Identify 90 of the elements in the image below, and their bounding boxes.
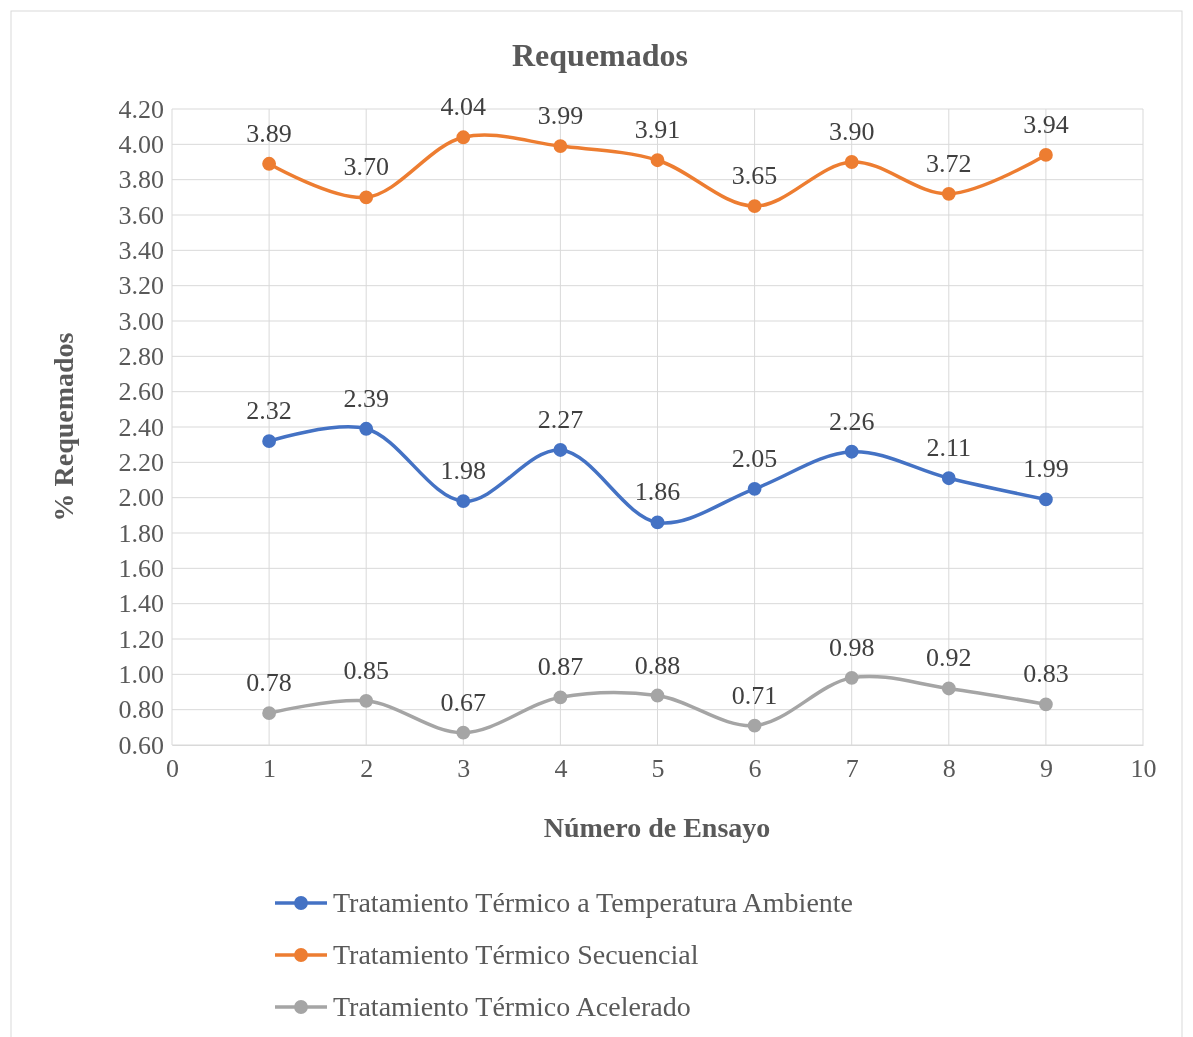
y-axis-title: % Requemados <box>48 332 79 522</box>
data-label: 0.85 <box>343 655 389 685</box>
data-label: 3.91 <box>634 115 681 145</box>
point <box>941 471 956 486</box>
y-tick-label: 2.00 <box>118 483 164 513</box>
x-tick-label: 9 <box>1039 754 1053 784</box>
x-tick-label: 7 <box>845 754 859 784</box>
x-tick-label: 4 <box>554 754 568 784</box>
x-tick-label: 6 <box>748 754 762 784</box>
y-tick-label: 1.40 <box>118 589 164 619</box>
data-label: 4.04 <box>440 92 487 122</box>
point <box>747 199 762 214</box>
point <box>553 443 568 457</box>
point <box>650 515 665 530</box>
data-label: 2.27 <box>537 404 584 434</box>
point <box>456 494 471 509</box>
y-tick-label: 1.60 <box>118 554 164 584</box>
legend-label: Tratamiento Térmico Acelerado <box>333 991 691 1022</box>
data-label: 3.72 <box>926 148 972 178</box>
point <box>456 130 471 145</box>
data-label: 2.32 <box>246 396 292 426</box>
x-tick-label: 10 <box>1130 754 1157 784</box>
point <box>1038 148 1053 162</box>
data-label: 0.78 <box>246 668 292 698</box>
y-tick-label: 3.00 <box>118 306 164 336</box>
point <box>650 153 665 168</box>
data-label: 3.90 <box>828 117 875 146</box>
data-label: 1.86 <box>634 477 681 507</box>
data-label: 0.92 <box>926 643 972 673</box>
x-tick-label: 3 <box>457 754 471 784</box>
x-tick-label: 1 <box>263 754 277 784</box>
y-tick-label: 3.40 <box>118 236 164 266</box>
data-label: 3.99 <box>537 101 584 131</box>
y-tick-label: 0.60 <box>118 730 164 760</box>
point <box>456 725 471 740</box>
x-axis-title: Número de Ensayo <box>543 812 771 843</box>
data-label: 0.67 <box>440 687 487 717</box>
data-label: 3.89 <box>246 118 292 148</box>
point <box>747 718 762 733</box>
point <box>359 421 374 436</box>
data-label: 0.83 <box>1023 659 1069 689</box>
data-label: 2.26 <box>828 406 875 436</box>
y-tick-label: 1.20 <box>118 624 164 654</box>
point <box>359 693 374 708</box>
y-tick-label: 0.80 <box>118 695 164 725</box>
point <box>844 155 859 169</box>
data-label: 3.70 <box>343 152 389 182</box>
y-tick-label: 2.20 <box>118 448 164 478</box>
point <box>262 434 277 449</box>
data-label: 0.71 <box>731 680 778 710</box>
y-tick-label: 2.60 <box>118 377 164 407</box>
point <box>844 670 859 685</box>
point <box>1038 697 1053 712</box>
data-label: 0.87 <box>537 652 584 682</box>
point <box>941 681 956 696</box>
point <box>359 190 374 205</box>
y-tick-label: 3.80 <box>118 165 164 195</box>
point <box>941 186 956 201</box>
y-tick-label: 4.20 <box>118 94 164 124</box>
data-label: 1.98 <box>440 456 487 486</box>
point <box>262 706 277 721</box>
point <box>553 690 568 705</box>
point <box>262 156 277 171</box>
data-label: 2.39 <box>343 383 389 413</box>
y-tick-label: 2.40 <box>118 412 164 442</box>
data-label: 3.94 <box>1023 109 1069 139</box>
point <box>553 139 568 153</box>
data-label: 1.99 <box>1023 454 1069 484</box>
x-tick-label: 2 <box>360 754 374 784</box>
data-label: 0.88 <box>634 650 681 680</box>
data-label: 3.65 <box>731 161 778 191</box>
point <box>844 444 859 459</box>
point <box>650 688 665 703</box>
data-label: 2.11 <box>926 433 972 463</box>
y-tick-label: 1.00 <box>118 660 164 690</box>
y-tick-label: 2.80 <box>118 342 164 372</box>
y-tick-label: 4.00 <box>118 130 164 160</box>
data-label: 2.05 <box>731 443 778 473</box>
y-tick-label: 3.60 <box>118 200 164 230</box>
x-tick-label: 0 <box>166 754 179 784</box>
y-tick-label: 1.80 <box>118 518 164 548</box>
x-tick-label: 5 <box>651 754 665 784</box>
data-label: 0.98 <box>828 632 875 662</box>
point <box>1038 492 1053 507</box>
chart-title: Requemados <box>511 37 689 73</box>
legend-label: Tratamiento Térmico Secuencial <box>333 939 699 970</box>
legend-label: Tratamiento Térmico a Temperatura Ambiente <box>333 887 854 918</box>
x-tick-label: 8 <box>942 754 956 784</box>
y-tick-label: 3.20 <box>118 271 164 301</box>
point <box>747 481 762 496</box>
